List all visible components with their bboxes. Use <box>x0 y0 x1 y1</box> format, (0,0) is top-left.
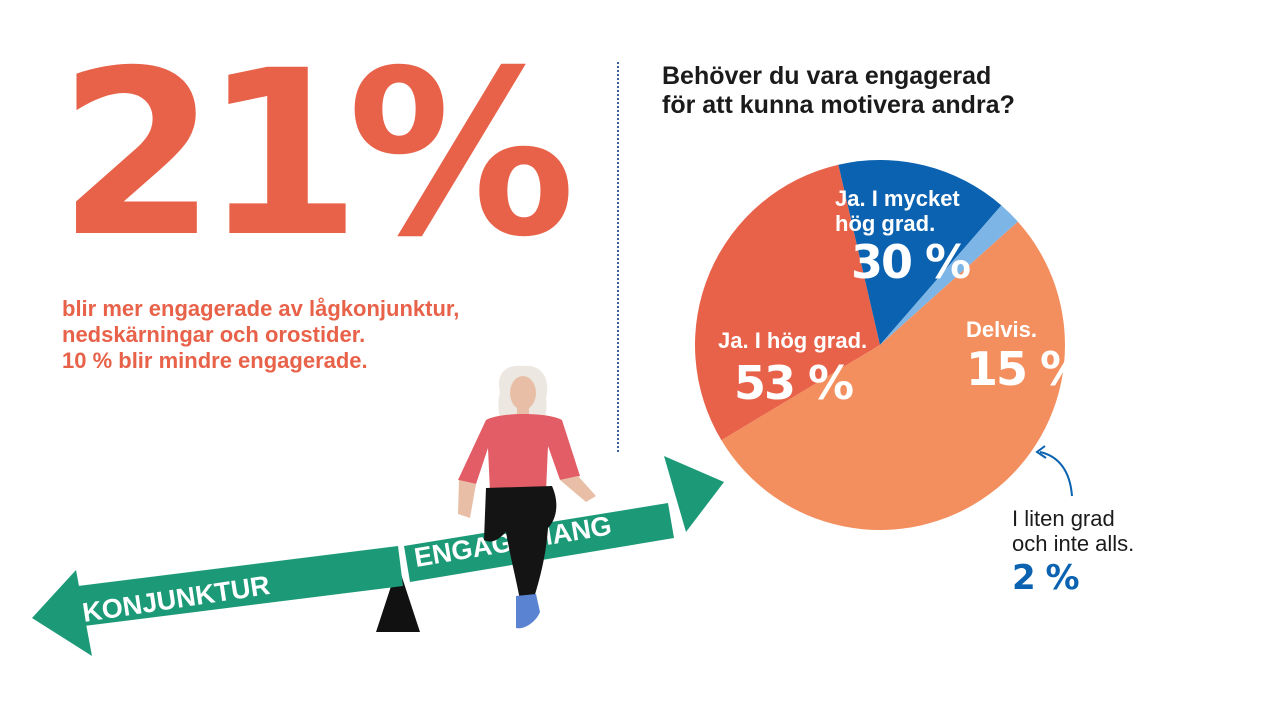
slice-label-very-high: Ja. I mycket hög grad. 30 % <box>835 186 971 289</box>
slice-label-very-high-line-2: hög grad. <box>835 211 936 236</box>
slice-label-high-line-1: Ja. I hög grad. <box>718 328 868 353</box>
callout-arrowhead <box>1035 445 1047 459</box>
headline-line-2: nedskärningar och orostider. <box>62 322 366 347</box>
chart-title: Behöver du vara engagerad för att kunna … <box>662 62 1015 120</box>
slice-value-high: 53 % <box>734 356 854 410</box>
slice-value-low: 2 % <box>1012 558 1080 598</box>
headline-line-3: 10 % blir mindre engagerade. <box>62 348 368 373</box>
slice-value-very-high: 30 % <box>851 235 971 289</box>
slice-label-high: Ja. I hög grad. 53 % <box>718 328 867 409</box>
chart-title-line-1: Behöver du vara engagerad <box>662 62 992 90</box>
dotted-divider <box>617 62 619 452</box>
slice-label-very-high-line-1: Ja. I mycket <box>835 186 960 211</box>
pie-slice-low <box>880 205 1018 345</box>
pie-slice-high <box>721 221 1065 530</box>
callout-arrow <box>1039 451 1073 497</box>
pie-slice-very-high <box>694 164 880 441</box>
slice-label-low-line-1: I liten grad <box>1012 506 1115 531</box>
pie-slice-partly <box>838 159 1002 345</box>
chart-title-line-2: för att kunna motivera andra? <box>662 91 1015 119</box>
headline-line-1: blir mer engagerade av lågkonjunktur, <box>62 296 460 321</box>
slice-label-partly-line-1: Delvis. <box>966 317 1037 342</box>
fulcrum-triangle <box>376 565 420 632</box>
slice-label-partly: Delvis. 15 % <box>966 317 1086 396</box>
headline-percentage: 21% <box>58 21 576 287</box>
headline-description: blir mer engagerade av lågkonjunktur, ne… <box>62 296 459 374</box>
slice-value-partly: 15 % <box>966 342 1086 396</box>
slice-label-low: I liten grad och inte alls. 2 % <box>1012 506 1134 600</box>
slice-label-low-line-2: och inte alls. <box>1012 531 1135 556</box>
woman-figure <box>458 365 596 629</box>
